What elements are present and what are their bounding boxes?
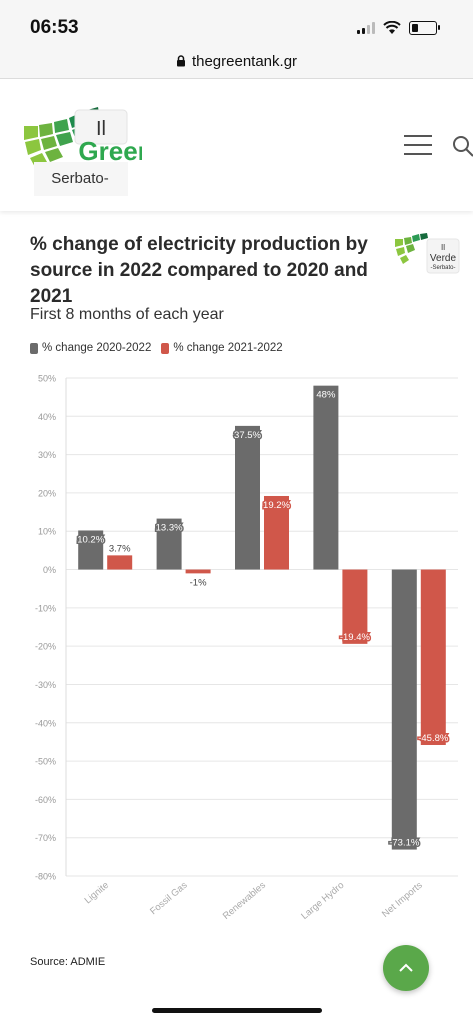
leaf-logo-icon: Il Green Serbato- <box>24 107 154 196</box>
y-tick-label: -10% <box>35 603 56 613</box>
bar-chart: 50% 40% 30% 20% 10% 0% -10% -20% -30% -40% -50% -60… <box>35 374 458 922</box>
data-label: -1% <box>190 577 207 588</box>
lock-icon <box>176 55 185 67</box>
y-tick-label: -80% <box>35 872 56 882</box>
bar-series2 <box>107 555 133 570</box>
data-label: 3.7% <box>109 543 131 554</box>
legend-item-series2[interactable]: % change 2021-2022 <box>161 342 283 354</box>
logo-text: Green <box>78 136 142 166</box>
small-logo-word: Verde <box>430 253 457 264</box>
home-indicator <box>152 1008 322 1013</box>
data-label: 48% <box>316 390 336 401</box>
status-bar: 06:53 <box>0 0 473 44</box>
chart-subtitle: First 8 months of each year <box>30 306 224 323</box>
legend-label-series1: % change 2020-2022 <box>42 342 152 354</box>
x-tick-label: Renewables <box>221 880 268 922</box>
menu-icon[interactable] <box>404 135 432 155</box>
bar-series1 <box>313 385 339 570</box>
x-tick-label: Lignite <box>83 880 112 906</box>
data-label: 13.3% <box>156 523 183 534</box>
x-tick-label: Fossil Gas <box>148 880 190 917</box>
bar-series1 <box>235 425 260 570</box>
data-label: 10.2% <box>77 534 104 545</box>
data-label: 19.2% <box>263 500 290 511</box>
y-tick-label: 50% <box>38 374 56 384</box>
y-tick-label: -40% <box>35 718 56 728</box>
legend-swatch-series1 <box>30 342 38 354</box>
y-tick-label: 20% <box>38 488 56 498</box>
url-text: thegreentank.gr <box>191 52 298 70</box>
y-tick-label: -70% <box>35 833 56 843</box>
bar-series2 <box>420 569 446 745</box>
scroll-top-button[interactable] <box>383 945 429 991</box>
status-icons <box>357 20 440 36</box>
data-label: -45.8% <box>418 733 449 744</box>
data-label: -73.1% <box>389 838 420 849</box>
chart-legend: % change 2020-2022 % change 2021-2022 <box>30 342 283 354</box>
y-tick-label: -60% <box>35 795 56 805</box>
legend-label-series2: % change 2021-2022 <box>173 342 283 354</box>
url-bar[interactable]: thegreentank.gr <box>0 44 473 79</box>
site-logo[interactable]: Il Green Serbato- <box>20 96 154 196</box>
bar-series2 <box>342 569 368 644</box>
chart-title: % change of electricity production by so… <box>30 234 368 307</box>
data-label: 37.5% <box>234 430 261 441</box>
chart-logo-icon: Il Verde -Serbato- <box>395 233 460 274</box>
bar-series1 <box>391 569 417 850</box>
battery-icon <box>409 21 440 35</box>
search-icon[interactable] <box>452 135 473 157</box>
y-tick-label: 0% <box>43 565 56 575</box>
x-tick-label: Large Hydro <box>299 880 346 922</box>
x-tick-label: Net Imports <box>380 880 425 920</box>
legend-swatch-series2 <box>161 342 170 354</box>
chart-source: Source: ADMIE <box>30 956 106 968</box>
y-tick-label: -50% <box>35 757 56 767</box>
bar-series1 <box>156 518 182 570</box>
status-time: 06:53 <box>30 17 79 38</box>
bar-series1 <box>78 530 104 570</box>
bar-series2 <box>185 569 211 574</box>
y-tick-label: 10% <box>38 527 56 537</box>
y-tick-label: 40% <box>38 412 56 422</box>
logo-badge-sub: Serbato- <box>51 170 109 187</box>
small-logo-sub: -Serbato- <box>430 265 455 271</box>
y-tick-label: -30% <box>35 680 56 690</box>
signal-icon <box>357 22 375 34</box>
y-tick-label: -20% <box>35 642 56 652</box>
chevron-up-icon <box>399 963 413 972</box>
data-label: -19.4% <box>340 632 371 643</box>
legend-item-series1[interactable]: % change 2020-2022 <box>30 342 151 354</box>
logo-badge-text: Il <box>96 118 106 140</box>
y-tick-label: 30% <box>38 450 56 460</box>
wifi-icon <box>383 21 401 34</box>
bar-series2 <box>264 495 289 570</box>
small-logo-badge: Il <box>441 243 445 252</box>
